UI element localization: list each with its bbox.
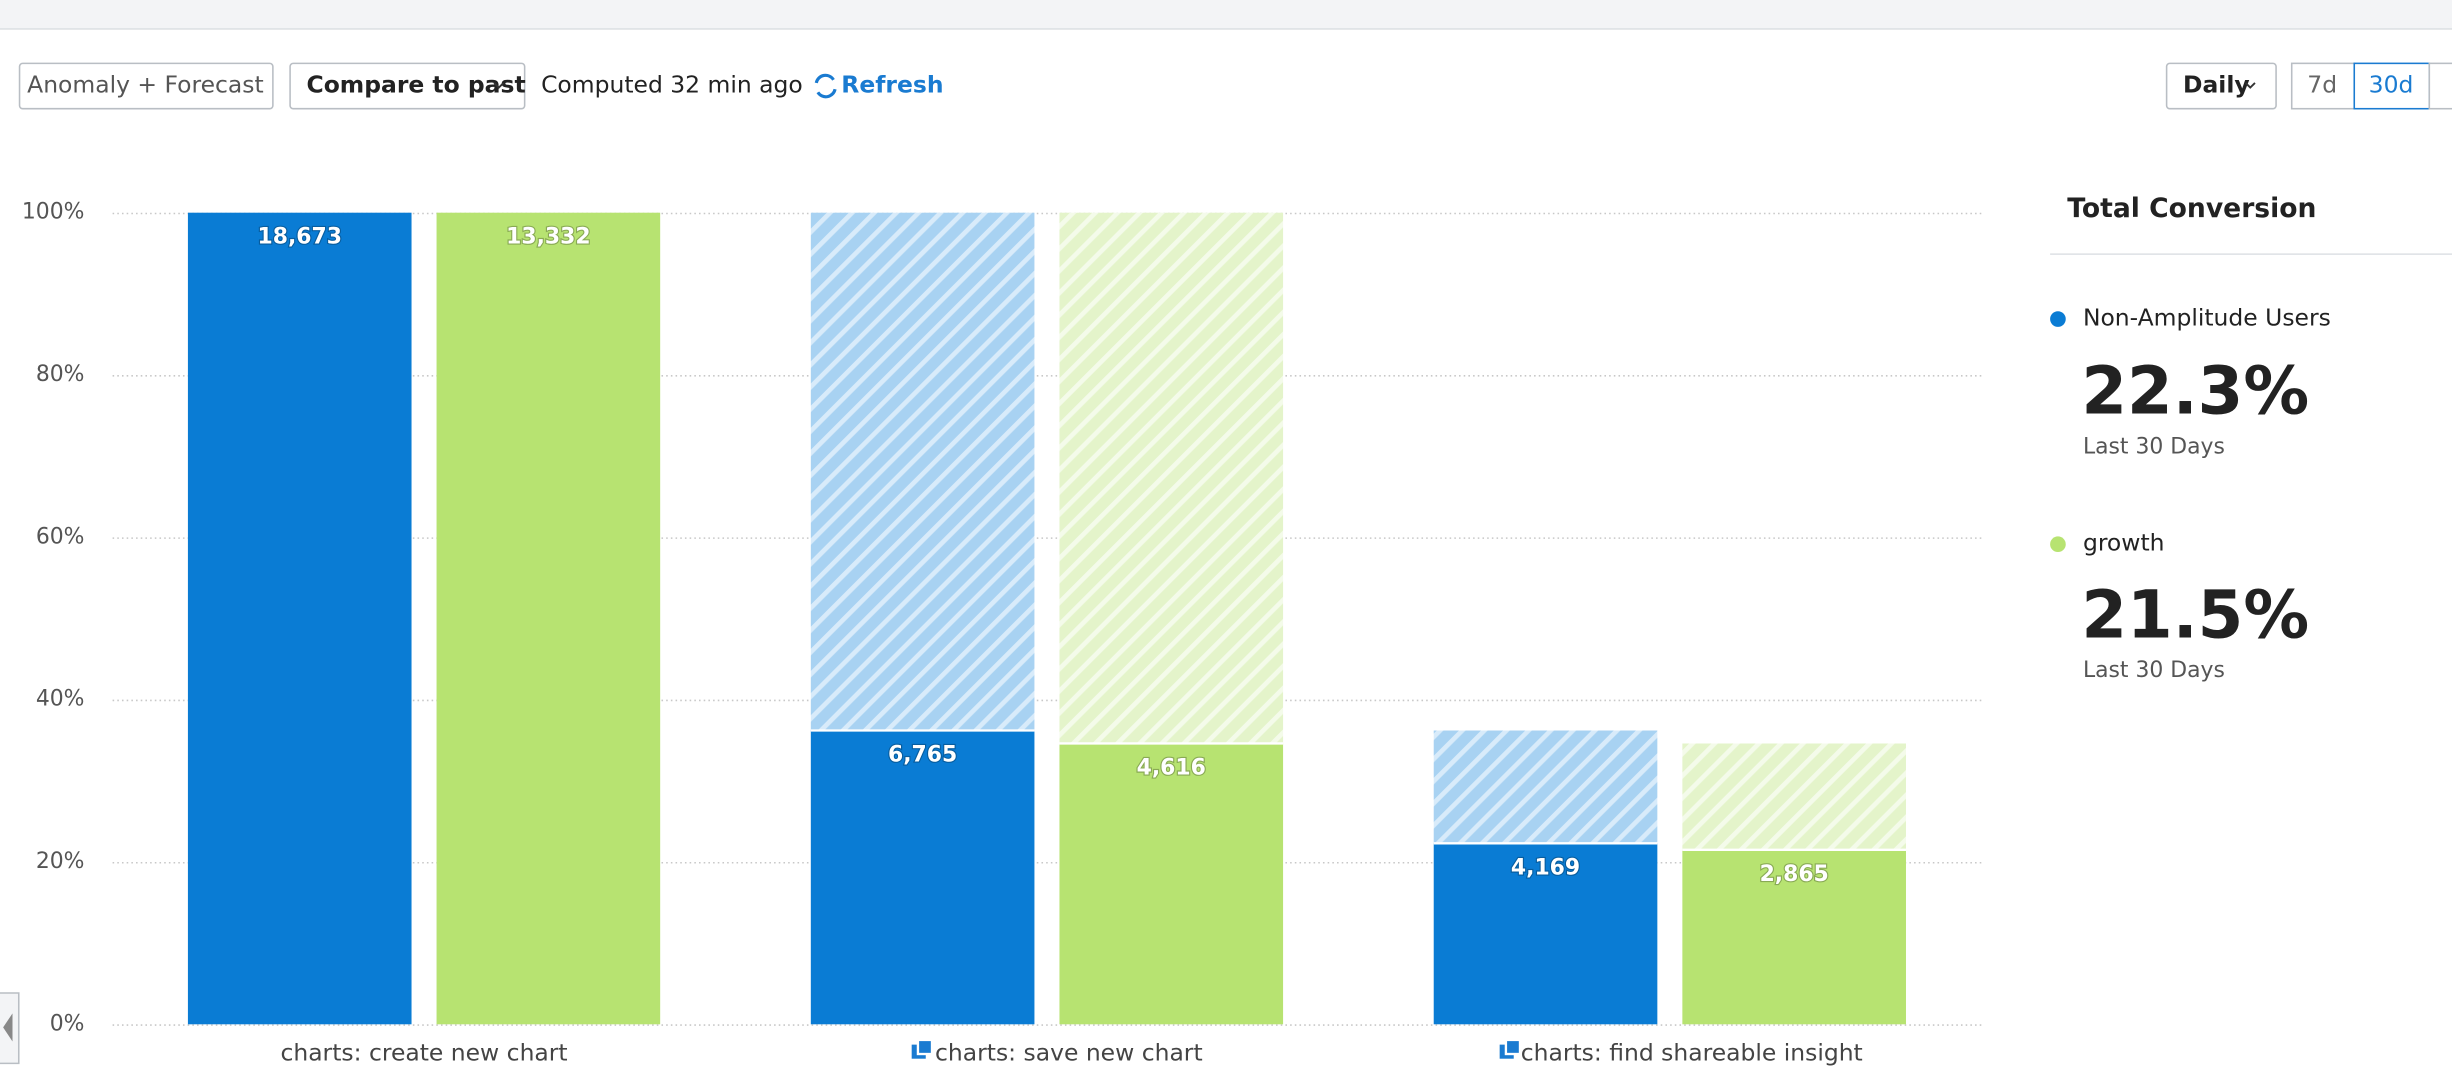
x-tick-label: charts: save new chart <box>935 1039 1203 1067</box>
bar <box>810 730 1035 1025</box>
count-label: 4,616 <box>1137 756 1206 781</box>
range-label: 7d <box>2307 71 2337 99</box>
anomaly-label: Anomaly + Forecast <box>27 71 264 99</box>
top-bar <box>0 0 2452 29</box>
range-button-selected[interactable] <box>2353 62 2431 110</box>
count-label: 6,765 <box>888 743 957 768</box>
step-icon <box>911 1038 1522 1059</box>
range-button[interactable] <box>2428 62 2452 110</box>
x-tick-label: charts: find shareable insight <box>1521 1039 1863 1067</box>
conversion-value: 21.5% <box>2081 577 2309 653</box>
y-tick-label: 100% <box>22 200 85 225</box>
conversion-period: Last 30 Days <box>2083 658 2225 683</box>
bar <box>1059 743 1284 1025</box>
refresh-icon <box>814 73 837 99</box>
interval-label: Daily <box>2183 71 2250 99</box>
dropoff-bar <box>1682 743 1906 850</box>
chevron <box>2244 82 2256 89</box>
refresh-link[interactable]: Refresh <box>841 71 943 99</box>
bar <box>436 212 661 1025</box>
count-label: 4,169 <box>1511 855 1580 880</box>
legend-label: growth <box>2083 529 2165 557</box>
conversion-value: 22.3% <box>2081 354 2309 430</box>
y-tick-label: 80% <box>36 362 85 387</box>
bar <box>187 212 412 1025</box>
dropoff-bar <box>1433 730 1658 844</box>
summary-title: Total Conversion <box>2067 193 2316 224</box>
compare-label: Compare to past <box>307 71 526 99</box>
compare-button[interactable] <box>289 62 526 110</box>
computed-text: Computed 32 min ago <box>541 71 803 99</box>
bar <box>1433 843 1658 1025</box>
legend-dot <box>2050 311 2066 327</box>
y-tick-label: 20% <box>36 849 85 874</box>
legend-label: Non-Amplitude Users <box>2083 304 2331 332</box>
conversion-period: Last 30 Days <box>2083 434 2225 459</box>
chevron <box>493 82 505 89</box>
x-tick-label: charts: create new chart <box>280 1039 567 1067</box>
dropoff-bar <box>810 212 1035 731</box>
interval-button[interactable] <box>2165 62 2277 110</box>
y-tick-label: 40% <box>36 687 85 712</box>
side-tab-arrow <box>3 1013 13 1042</box>
count-label: 13,332 <box>506 225 590 250</box>
y-tick-label: 0% <box>50 1011 85 1036</box>
legend-dot <box>2050 536 2066 553</box>
dropoff-bar <box>1059 212 1284 744</box>
range-button[interactable] <box>2290 62 2356 110</box>
bar <box>1682 849 1906 1025</box>
count-label: 18,673 <box>258 225 342 250</box>
range-label: 30d <box>2369 71 2414 99</box>
y-tick-label: 60% <box>36 524 85 549</box>
count-label: 2,865 <box>1760 862 1829 887</box>
anomaly-button[interactable] <box>18 62 274 110</box>
